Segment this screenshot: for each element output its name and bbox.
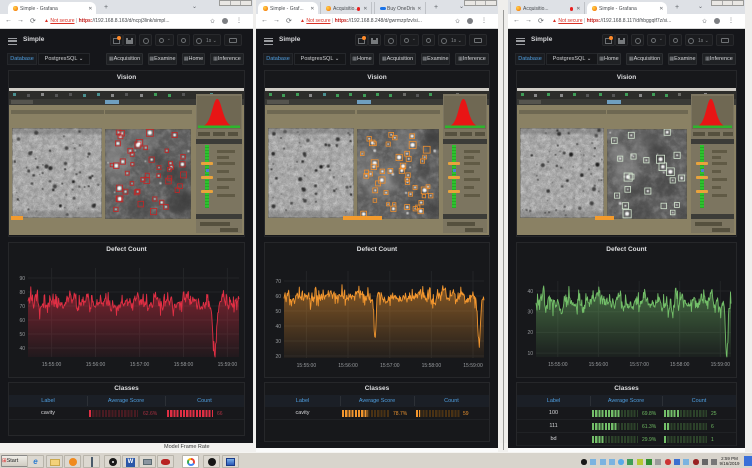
svg-text:50: 50 xyxy=(275,309,281,315)
svg-text:70: 70 xyxy=(275,279,281,285)
svg-text:15:55:00: 15:55:00 xyxy=(297,363,317,369)
svg-text:20: 20 xyxy=(275,354,281,360)
svg-text:15:57:00: 15:57:00 xyxy=(130,362,150,368)
svg-text:50: 50 xyxy=(19,332,25,338)
svg-text:30: 30 xyxy=(527,310,533,316)
svg-text:80: 80 xyxy=(19,290,25,296)
svg-text:15:56:00: 15:56:00 xyxy=(86,362,106,368)
svg-text:40: 40 xyxy=(19,346,25,352)
svg-text:15:57:00: 15:57:00 xyxy=(629,362,649,368)
svg-text:15:59:00: 15:59:00 xyxy=(218,362,238,368)
svg-text:15:57:00: 15:57:00 xyxy=(380,363,400,369)
svg-text:15:55:00: 15:55:00 xyxy=(42,362,62,368)
svg-text:15:58:00: 15:58:00 xyxy=(174,362,194,368)
svg-text:15:56:00: 15:56:00 xyxy=(589,362,609,368)
svg-text:15:59:00: 15:59:00 xyxy=(711,362,731,368)
svg-text:15:58:00: 15:58:00 xyxy=(422,363,442,369)
svg-text:15:55:00: 15:55:00 xyxy=(548,362,568,368)
svg-text:15:58:00: 15:58:00 xyxy=(670,362,690,368)
svg-text:30: 30 xyxy=(275,339,281,345)
svg-text:15:59:00: 15:59:00 xyxy=(463,363,483,369)
svg-text:90: 90 xyxy=(19,276,25,282)
svg-text:40: 40 xyxy=(275,324,281,330)
svg-text:60: 60 xyxy=(275,294,281,300)
svg-text:10: 10 xyxy=(527,351,533,357)
svg-text:20: 20 xyxy=(527,330,533,336)
svg-text:15:56:00: 15:56:00 xyxy=(338,363,358,369)
svg-text:40: 40 xyxy=(527,289,533,295)
svg-text:60: 60 xyxy=(19,318,25,324)
svg-text:70: 70 xyxy=(19,304,25,310)
